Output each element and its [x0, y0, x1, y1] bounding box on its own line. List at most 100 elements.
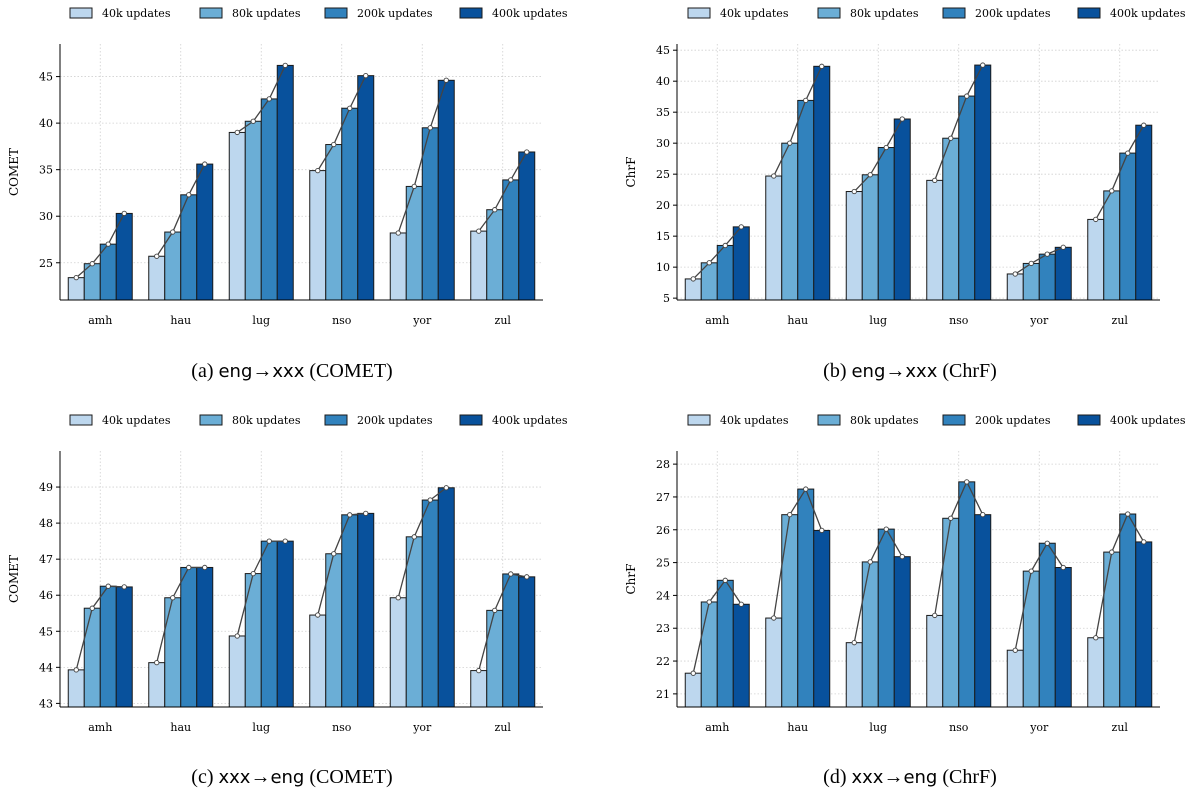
marker-hau-s2 [186, 192, 192, 198]
marker-amh-s0 [690, 670, 696, 676]
bar-nso-s1 [942, 517, 960, 708]
marker-lug-s2 [883, 144, 889, 151]
legend-label: 200k updates [975, 414, 1051, 427]
x-tick-label: yor [1029, 721, 1049, 734]
bar-zul-s2 [1119, 513, 1137, 708]
x-tick-label: zul [1112, 721, 1129, 734]
caption-src: xxx [218, 767, 250, 788]
y-tick-label: 25 [656, 557, 670, 570]
y-tick-label: 40 [656, 75, 670, 88]
caption-tgt: xxx [272, 361, 304, 382]
bar-hau-s1 [164, 597, 182, 708]
marker-hau-s0 [771, 615, 777, 621]
bar-zul-s3 [1135, 541, 1153, 708]
trend-line-amh [692, 579, 742, 674]
legend-label: 80k updates [850, 7, 919, 20]
bar-zul-s1 [486, 209, 504, 301]
marker-amh-s1 [706, 260, 712, 266]
bar-amh-s0 [67, 277, 85, 301]
bar-yor-s3 [437, 79, 455, 301]
marker-nso-s1 [331, 551, 337, 557]
x-tick-label: amh [88, 721, 112, 734]
trend-line-hau [156, 566, 205, 663]
marker-zul-s1 [1109, 549, 1115, 555]
bar-nso-s3 [357, 512, 375, 708]
bar-amh-s2 [99, 243, 117, 301]
bar-nso-s0 [926, 614, 944, 708]
bar-lug-s2 [877, 528, 895, 708]
marker-lug-s2 [883, 526, 889, 532]
x-tick-label: amh [88, 314, 112, 327]
bar-amh-s3 [115, 212, 133, 301]
y-tick-label: 21 [656, 688, 670, 701]
caption: (d) xxx→eng (ChrF) [823, 766, 997, 788]
bar-lug-s0 [845, 642, 863, 708]
y-tick-label: 46 [39, 589, 53, 602]
bar-amh-s3 [115, 586, 133, 708]
bar-amh-s0 [684, 278, 702, 301]
y-axis-label: COMET [7, 555, 21, 603]
trend-line-lug [236, 65, 286, 133]
marker-lug-s2 [266, 96, 272, 102]
bar-lug-s1 [861, 561, 879, 708]
marker-amh-s2 [722, 242, 728, 249]
trend-line-lug [853, 527, 903, 643]
bar-hau-s3 [196, 566, 214, 708]
bar-yor-s2 [1038, 542, 1056, 708]
trend-line-nso [317, 75, 367, 171]
caption-metric: (COMET) [309, 766, 392, 788]
trend-line-zul [1095, 512, 1145, 638]
x-tick-label: hau [787, 721, 808, 734]
x-tick-label: yor [412, 314, 432, 327]
y-tick-label: 48 [39, 517, 53, 530]
marker-hau-s3 [819, 63, 825, 69]
bar-yor-s3 [1054, 246, 1072, 301]
caption-metric: (ChrF) [942, 766, 996, 788]
trend-line-nso [934, 480, 984, 616]
trend-line-zul [1095, 124, 1145, 220]
marker-amh-s0 [690, 276, 696, 282]
legend-swatch [199, 7, 223, 19]
legend-swatch [459, 7, 483, 19]
marker-yor-s2 [427, 125, 433, 131]
caption-src: eng [851, 361, 885, 382]
marker-zul-s0 [1093, 216, 1099, 223]
marker-nso-s1 [331, 141, 337, 148]
bar-yor-s3 [1054, 567, 1072, 708]
x-tick-label: nso [332, 314, 352, 327]
marker-yor-s0 [395, 230, 401, 236]
marker-amh-s2 [105, 241, 111, 247]
bar-amh-s1 [83, 607, 101, 708]
marker-hau-s1 [170, 229, 176, 235]
bar-zul-s1 [1103, 190, 1121, 301]
marker-nso-s3 [363, 73, 369, 79]
chart-panel-a: 25 30 35 40 45 amh hau lug nso yor zul COMET 40k upd… [7, 7, 568, 382]
trend-line-amh [75, 213, 125, 279]
trend-line-amh [692, 226, 742, 280]
marker-amh-s2 [105, 583, 111, 589]
bar-nso-s0 [309, 614, 327, 708]
bar-lug-s1 [861, 174, 879, 301]
x-tick-label: nso [949, 721, 969, 734]
marker-amh-s2 [722, 577, 728, 583]
bar-nso-s0 [926, 179, 944, 301]
bar-hau-s2 [180, 566, 198, 708]
bar-yor-s0 [389, 232, 407, 301]
x-tick-label: hau [787, 314, 808, 327]
marker-zul-s1 [1109, 188, 1115, 194]
bar-hau-s2 [797, 488, 815, 708]
trend-line-hau [773, 487, 823, 619]
bar-hau-s3 [813, 65, 831, 301]
trend-line-lug [853, 118, 903, 192]
marker-nso-s0 [932, 177, 938, 184]
marker-zul-s2 [508, 571, 514, 577]
marker-yor-s0 [395, 595, 401, 601]
legend-swatch [942, 7, 966, 19]
bar-zul-s1 [486, 609, 504, 708]
caption-label: (d) [823, 766, 846, 788]
legend-label: 80k updates [232, 7, 301, 20]
legend-label: 80k updates [850, 414, 919, 427]
legend-swatch [324, 7, 348, 19]
legend-swatch [69, 7, 93, 19]
trend-line-nso [934, 64, 984, 181]
